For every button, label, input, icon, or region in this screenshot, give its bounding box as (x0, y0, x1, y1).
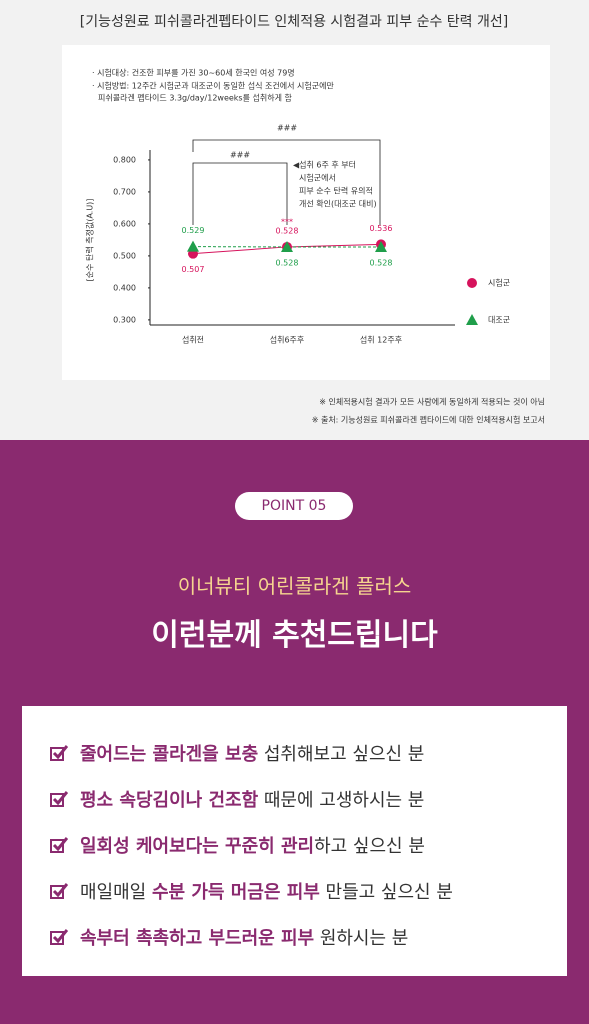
bracket (192, 139, 381, 225)
chart-note: · 시험방법: 12주간 시험군과 대조군이 동일한 섭식 조건에서 시험군에만 (92, 81, 334, 91)
point-badge: POINT 05 (235, 492, 353, 520)
check-icon (50, 883, 68, 899)
check-icon (50, 929, 68, 945)
emphasis-text: 속부터 촉촉하고 부드러운 피부 (80, 928, 315, 949)
chart-note: 피쉬콜라겐 펩타이드 3.3g/day/12weeks를 섭취하게 함 (98, 93, 292, 103)
recommend-section: POINT 05 이너뷰티 어린콜라겐 플러스 이런분께 추천드립니다 줄어드는… (0, 440, 589, 1024)
item-text: 하고 싶으신 분 (314, 836, 425, 857)
chart: [기능성원료 피쉬콜라겐펩타이드 인체적용 시험결과 피부 순수 탄력 개선] … (62, 14, 550, 425)
value-label: 0.529 (182, 226, 205, 235)
data-point (187, 240, 199, 252)
check-item: 줄어드는 콜라겐을 보충 섭취해보고 싶으신 분 (50, 738, 424, 768)
value-label: 0.528 (276, 258, 299, 267)
result-section: [기능성원료 피쉬콜라겐펩타이드 인체적용 시험결과 피부 순수 탄력 개선] … (0, 0, 589, 440)
value-label: 0.528 (370, 258, 393, 267)
value-label: 0.528 (276, 226, 299, 235)
bracket-label: ### (230, 151, 250, 160)
footnote: ※ 출처: 기능성원료 피쉬콜라겐 펩타이드에 대한 인체적용시험 보고서 (312, 415, 545, 425)
subtitle: 이너뷰티 어린콜라겐 플러스 (177, 574, 412, 598)
check-icon (50, 745, 68, 761)
item-text: 만들고 싶으신 분 (319, 882, 453, 903)
y-tick-label: 0.400 (113, 283, 136, 292)
item-text: 매일매일 (80, 882, 152, 903)
legend-label: 대조군 (488, 316, 510, 325)
bracket (192, 162, 288, 225)
item-text: 원하시는 분 (314, 928, 409, 949)
chart-note: · 시험대상: 건조한 피부를 가진 30~60세 한국인 여성 79명 (92, 68, 295, 78)
y-axis-label: [순수 탄력 측정값(A.U)] (85, 199, 95, 282)
legend-label: 시험군 (488, 279, 510, 288)
y-tick-label: 0.300 (113, 315, 136, 324)
callout: 피부 순수 탄력 유의적 (299, 186, 373, 196)
y-tick-label: 0.800 (113, 155, 136, 164)
item-text: 섭취해보고 싶으신 분 (258, 744, 425, 765)
section-title: [기능성원료 피쉬콜라겐펩타이드 인체적용 시험결과 피부 순수 탄력 개선] (80, 14, 508, 30)
emphasis-text: 수분 가득 머금은 피부 (151, 882, 320, 903)
check-item: 일회성 케어보다는 꾸준히 관리 하고 싶으신 분 (50, 830, 425, 860)
footnote: ※ 인체적용시험 결과가 모든 사람에게 동일하게 적용되는 것이 아님 (319, 397, 545, 407)
callout: 개선 확인(대조군 대비) (299, 199, 377, 209)
y-tick-label: 0.700 (113, 187, 136, 196)
data-point (281, 240, 293, 252)
callout: 시험군에서 (299, 174, 336, 183)
emphasis-text: 줄어드는 콜라겐을 보충 (80, 744, 259, 765)
y-tick-label: 0.600 (113, 219, 136, 228)
check-item: 평소 속당김이나 건조함 때문에 고생하시는 분 (50, 784, 424, 814)
bracket-label: ### (277, 124, 297, 133)
check-icon (50, 791, 68, 807)
x-tick-label: 섭취6주후 (270, 335, 305, 345)
legend-marker (467, 278, 477, 288)
value-label: 0.536 (370, 224, 393, 233)
y-tick-label: 0.500 (113, 251, 136, 260)
title: 이런분께 추천드립니다 (151, 618, 438, 653)
emphasis-text: 평소 속당김이나 건조함 (80, 790, 259, 811)
x-tick-label: 섭취 12주후 (360, 335, 402, 345)
data-point (375, 240, 387, 252)
check-icon (50, 837, 68, 853)
callout: ◀섭취 6주 후 부터 (293, 160, 356, 170)
check-item: 매일매일 수분 가득 머금은 피부 만들고 싶으신 분 (50, 876, 453, 906)
emphasis-text: 일회성 케어보다는 꾸준히 관리 (80, 836, 315, 857)
value-label: 0.507 (182, 265, 205, 274)
significance: *** (281, 217, 293, 226)
legend-marker (466, 314, 478, 325)
item-text: 때문에 고생하시는 분 (258, 790, 425, 811)
check-item: 속부터 촉촉하고 부드러운 피부 원하시는 분 (50, 922, 408, 952)
x-tick-label: 섭취전 (182, 335, 204, 345)
